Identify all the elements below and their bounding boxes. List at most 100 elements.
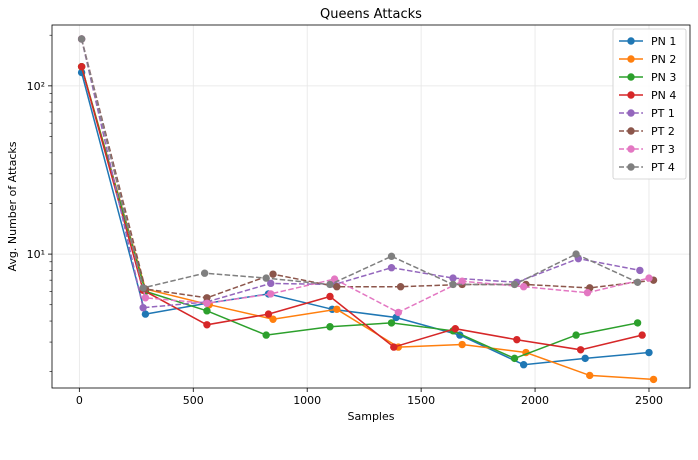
- data-point: [77, 62, 86, 71]
- y-axis-label: Avg. Number of Attacks: [6, 141, 19, 271]
- legend-label: PT 1: [651, 107, 675, 120]
- legend-item: PT 3: [619, 143, 675, 156]
- data-point: [633, 319, 642, 327]
- legend-item: PT 4: [619, 161, 675, 174]
- data-point: [326, 323, 334, 331]
- series-line: [80, 66, 654, 381]
- legend-label: PT 4: [651, 161, 675, 174]
- legend-swatch-marker: [627, 55, 635, 63]
- series-line: [80, 38, 638, 289]
- data-point: [581, 354, 589, 363]
- legend-label: PT 2: [651, 125, 675, 138]
- series-line: [80, 38, 650, 314]
- data-point: [390, 343, 398, 351]
- x-tick-label: 2500: [635, 394, 663, 407]
- data-point: [513, 335, 521, 344]
- data-point: [638, 331, 646, 339]
- data-point: [633, 278, 642, 286]
- legend-swatch-marker: [627, 145, 635, 153]
- data-point: [510, 280, 519, 289]
- chart-title: Queens Attacks: [320, 7, 422, 22]
- data-point: [203, 299, 211, 307]
- data-point: [203, 307, 211, 315]
- x-tick-label: 0: [76, 394, 83, 407]
- legend-swatch-marker: [627, 37, 635, 45]
- data-point: [326, 280, 334, 289]
- legend-label: PN 2: [651, 53, 676, 66]
- plot-frame: [51, 24, 691, 389]
- axes: 0 500 1000 1500 2000 2500 10¹ 10²: [27, 34, 663, 407]
- data-point: [139, 304, 147, 312]
- data-point: [203, 294, 211, 302]
- data-point: [586, 371, 594, 380]
- legend-swatch-marker: [627, 163, 635, 171]
- data-point: [203, 321, 211, 329]
- data-point: [449, 274, 457, 282]
- legend-label: PN 4: [651, 89, 676, 102]
- legend-item: PT 2: [619, 125, 675, 138]
- data-point: [77, 35, 86, 43]
- data-point: [269, 270, 277, 278]
- data-point: [200, 269, 209, 277]
- data-point: [458, 277, 466, 285]
- legend-swatch-marker: [627, 127, 635, 135]
- data-point: [267, 279, 275, 288]
- legend-box: [612, 28, 687, 180]
- data-point: [519, 283, 528, 291]
- x-tick-label: 500: [183, 394, 204, 407]
- data-point: [572, 331, 580, 339]
- legend-swatch-marker: [627, 73, 635, 81]
- y-tick-label: 10¹: [27, 248, 45, 261]
- data-point: [583, 288, 592, 297]
- data-point: [262, 274, 270, 282]
- data-point: [449, 280, 457, 289]
- data-point: [572, 250, 580, 258]
- data-point: [510, 354, 519, 363]
- data-point: [141, 310, 150, 318]
- data-point: [396, 283, 405, 291]
- data-point: [387, 264, 396, 272]
- legend-label: PT 3: [651, 143, 675, 156]
- data-point: [269, 315, 277, 323]
- data-point: [333, 305, 341, 313]
- data-point: [394, 308, 403, 317]
- data-point: [139, 284, 147, 292]
- series-line: [80, 38, 641, 309]
- legend-label: PN 1: [651, 35, 676, 48]
- data-point: [649, 375, 658, 384]
- series-line: [80, 38, 654, 299]
- data-point: [636, 266, 644, 275]
- legend-label: PN 3: [651, 71, 676, 84]
- data-point: [326, 292, 334, 301]
- x-tick-label: 1000: [293, 394, 321, 407]
- data-point: [387, 319, 396, 327]
- legend-item: PN 4: [619, 89, 676, 102]
- data-point: [141, 294, 150, 302]
- data-point: [645, 348, 653, 357]
- x-tick-label: 1500: [407, 394, 435, 407]
- x-tick-label: 2000: [521, 394, 549, 407]
- legend-item: PN 3: [619, 71, 676, 84]
- legend-item: PT 1: [619, 107, 675, 120]
- data-point: [645, 274, 653, 282]
- y-tick-label: 10²: [27, 80, 45, 93]
- data-point: [519, 361, 528, 369]
- data-point: [262, 331, 270, 339]
- data-point: [458, 340, 466, 349]
- data-point: [451, 325, 460, 333]
- legend: PN 1 PN 2 PN 3 PN 4 PT 1 PT 2 PT 3 PT 4: [612, 28, 687, 180]
- x-axis-label: Samples: [348, 410, 395, 423]
- data-point: [333, 283, 341, 291]
- series-group: [77, 35, 658, 384]
- legend-swatch-marker: [627, 109, 635, 117]
- legend-item: PN 2: [619, 53, 676, 66]
- legend-item: PN 1: [619, 35, 676, 48]
- series-pt-4: [77, 35, 642, 292]
- legend-swatch-marker: [627, 91, 635, 99]
- data-point: [264, 310, 273, 318]
- data-point: [387, 252, 396, 261]
- data-point: [267, 290, 275, 298]
- series-line: [80, 66, 643, 351]
